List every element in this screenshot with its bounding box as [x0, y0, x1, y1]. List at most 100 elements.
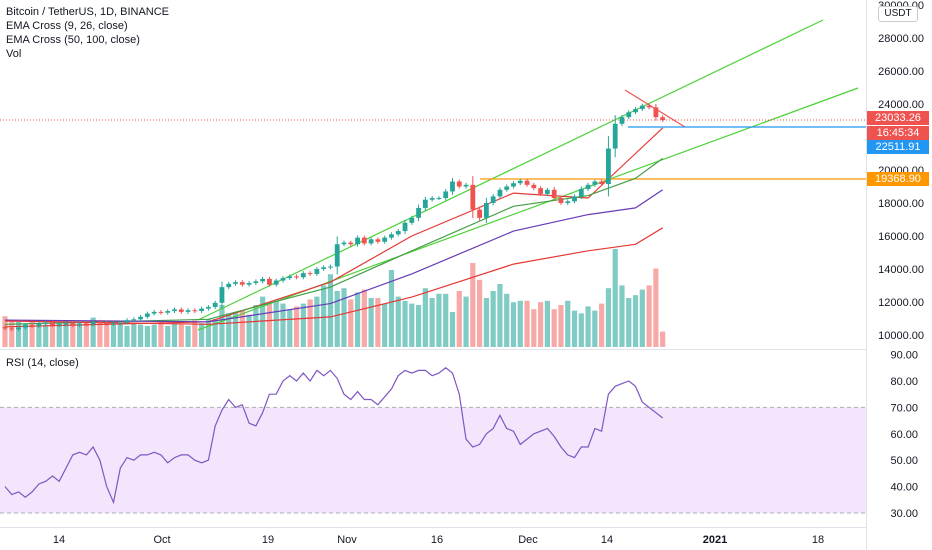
candle-body: [639, 105, 645, 109]
volume-bar: [232, 312, 239, 347]
candle-body: [436, 198, 442, 200]
volume-bar: [104, 323, 110, 347]
upper-trend-line: [197, 19, 824, 321]
candle-body: [138, 316, 143, 320]
currency-button[interactable]: USDT: [878, 6, 918, 22]
volume-bar: [592, 310, 598, 347]
candle-body: [246, 283, 252, 285]
rsi-axis-tick: 30.00: [890, 508, 918, 520]
volume-bar: [287, 309, 293, 347]
candle-body: [192, 310, 198, 312]
volume-bar: [504, 293, 510, 347]
time-axis-tick: Dec: [518, 534, 538, 546]
candle-body: [287, 276, 293, 279]
candle-body: [151, 311, 157, 314]
volume-bar: [510, 302, 517, 347]
volume-bar: [219, 305, 225, 347]
candle-body: [538, 188, 544, 194]
chart-legend: Bitcoin / TetherUS, 1D, BINANCE EMA Cros…: [6, 5, 169, 61]
candle-body: [300, 273, 306, 278]
volume-bar: [9, 320, 15, 347]
volume-bar: [619, 285, 625, 347]
volume-bar: [178, 324, 184, 347]
volume-bar: [15, 321, 22, 347]
volume-bar: [429, 298, 435, 347]
rsi-axis-tick: 90.00: [890, 350, 918, 362]
candle-body: [314, 269, 320, 274]
volume-bar: [144, 326, 150, 347]
price-axis-tick: 16000.00: [878, 231, 924, 243]
volume-bar: [632, 295, 639, 347]
volume-bar: [477, 279, 483, 347]
volume-bar: [660, 331, 666, 347]
rsi-axis-tick: 60.00: [890, 429, 918, 441]
candle-body: [124, 320, 130, 323]
volume-bar: [124, 326, 130, 347]
candle-body: [233, 282, 238, 284]
candle-body: [144, 313, 150, 317]
candle-body: [56, 324, 62, 326]
volume-bar: [83, 323, 89, 347]
volume-bar: [585, 306, 591, 347]
volume-bar: [551, 309, 557, 347]
candle-body: [111, 323, 116, 325]
volume-bar: [36, 326, 42, 347]
price-axis-tick: 26000.00: [878, 66, 924, 78]
volume-bar: [388, 270, 395, 347]
volume-bar: [605, 288, 612, 347]
candle-body: [280, 278, 286, 281]
candle-body: [50, 322, 55, 326]
volume-bar: [409, 303, 415, 347]
candle-body: [16, 327, 21, 330]
candle-body: [158, 311, 164, 313]
rsi-axis-tick: 80.00: [890, 376, 918, 388]
volume-bar: [43, 324, 49, 347]
candle-body: [653, 107, 659, 118]
volume-bar: [422, 288, 428, 347]
volume-bar: [327, 274, 334, 347]
volume-bar: [49, 320, 56, 347]
volume-bar: [253, 305, 259, 347]
candle-body: [9, 328, 15, 330]
candle-body: [267, 278, 272, 285]
candle-body: [456, 181, 462, 187]
volume-bar: [483, 298, 489, 347]
volume-bar: [97, 320, 103, 347]
volume-bar: [599, 303, 605, 347]
candle-body: [104, 322, 110, 324]
candle-body: [226, 283, 232, 288]
candle-body: [578, 188, 584, 197]
ema-cross-9-26-label: EMA Cross (9, 26, close): [6, 20, 128, 32]
candle-body: [497, 189, 503, 197]
candle-body: [429, 198, 435, 200]
volume-bar: [151, 324, 157, 347]
volume-bar: [246, 314, 252, 347]
candle-body: [599, 181, 605, 185]
candle-body: [341, 242, 347, 245]
volume-bar: [531, 309, 537, 347]
candle-body: [63, 323, 69, 325]
candle-body: [375, 239, 381, 242]
volume-bars: [2, 249, 666, 347]
candle-body: [178, 309, 184, 312]
rsi-axis-tick: 50.00: [890, 455, 918, 467]
candle-body: [531, 184, 537, 189]
time-axis-tick: 16: [431, 534, 443, 546]
volume-bar: [571, 310, 578, 347]
candle-body: [321, 267, 327, 269]
volume-bar: [544, 300, 550, 347]
candle-body: [490, 196, 496, 203]
candle-body: [239, 282, 245, 285]
candle-body: [382, 237, 388, 242]
ema-cross-50-100-label: EMA Cross (50, 100, close): [6, 34, 140, 46]
ema-line-ema-50: [4, 189, 664, 323]
candle-body: [70, 323, 76, 326]
volume-bar: [110, 321, 117, 347]
candle-body: [565, 201, 571, 203]
candle-body: [22, 325, 28, 328]
volume-bar: [341, 288, 347, 347]
candle-body: [355, 237, 360, 245]
candle-body: [294, 276, 299, 278]
candle-body: [585, 184, 591, 189]
time-axis-tick: 2021: [703, 534, 727, 546]
